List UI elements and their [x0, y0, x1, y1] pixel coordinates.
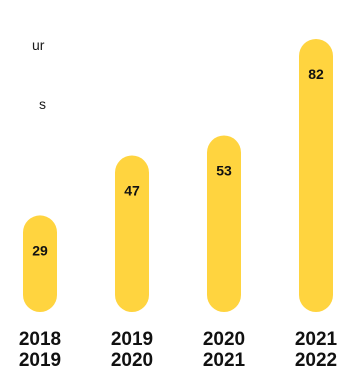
- bar-value-label: 82: [308, 66, 324, 82]
- bar: [23, 215, 57, 312]
- category-label: 2020: [203, 329, 245, 350]
- category-label: 2019: [19, 350, 61, 371]
- category-label: 2020: [111, 350, 153, 371]
- bar: [207, 135, 241, 312]
- bar: [115, 155, 149, 312]
- category-label: 2018: [19, 329, 61, 350]
- category-label: 2021: [295, 329, 338, 350]
- bar-value-label: 29: [32, 242, 48, 258]
- category-label: 2021: [203, 350, 246, 371]
- truncated-text-fragment: s: [39, 96, 46, 112]
- value-labels-group: 29 47 53 82: [32, 66, 324, 258]
- bar-value-label: 47: [124, 182, 140, 198]
- bars-group: [23, 38, 333, 312]
- category-label: 2019: [111, 329, 153, 350]
- bar: [299, 38, 333, 312]
- bar-value-label: 53: [216, 163, 232, 179]
- category-label: 2022: [295, 350, 337, 371]
- truncated-text-fragment: ur: [32, 37, 45, 53]
